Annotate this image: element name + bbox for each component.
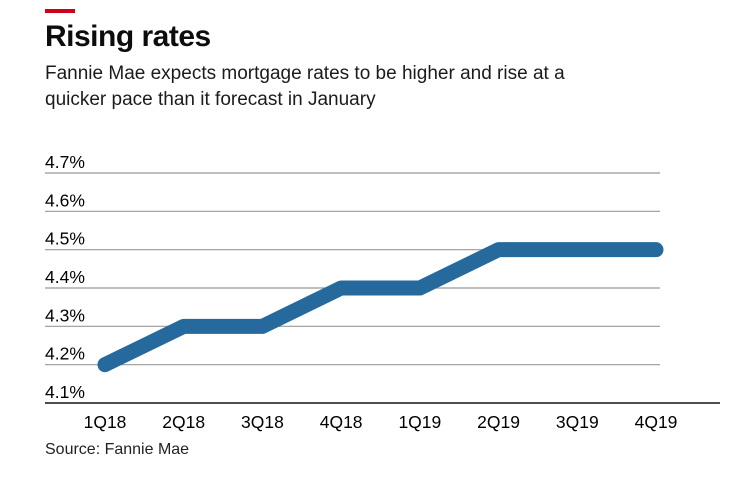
- y-tick-label: 4.2%: [45, 344, 85, 364]
- chart-subtitle-line1: Fannie Mae expects mortgage rates to be …: [45, 63, 565, 84]
- chart-subtitle: Fannie Mae expects mortgage rates to be …: [45, 61, 565, 113]
- x-tick-label: 2Q19: [477, 412, 520, 432]
- x-tick-label: 3Q18: [241, 412, 284, 432]
- x-tick-label: 2Q18: [162, 412, 205, 432]
- rate-line: [97, 242, 664, 373]
- y-tick-label: 4.1%: [45, 382, 85, 402]
- x-tick-label: 1Q19: [398, 412, 441, 432]
- y-tick-label: 4.4%: [45, 267, 85, 287]
- page-title: Rising rates: [45, 20, 211, 53]
- x-tick-label: 4Q19: [635, 412, 678, 432]
- x-tick-label: 1Q18: [84, 412, 127, 432]
- chart-subtitle-line2: quicker pace than it forecast in January: [45, 89, 376, 110]
- y-tick-label: 4.6%: [45, 190, 85, 210]
- brand-red-dash: [45, 9, 75, 13]
- y-tick-label: 4.7%: [45, 152, 85, 172]
- y-tick-label: 4.3%: [45, 305, 85, 325]
- source-attribution: Source: Fannie Mae: [45, 441, 190, 458]
- rate-line-chart: 4.7% 4.6% 4.5% 4.4% 4.3% 4.2% 4.1% 1Q18 2Q18 3Q18…: [45, 152, 720, 432]
- x-tick-label: 4Q18: [320, 412, 363, 432]
- x-tick-label: 3Q19: [556, 412, 599, 432]
- y-tick-label: 4.5%: [45, 229, 85, 249]
